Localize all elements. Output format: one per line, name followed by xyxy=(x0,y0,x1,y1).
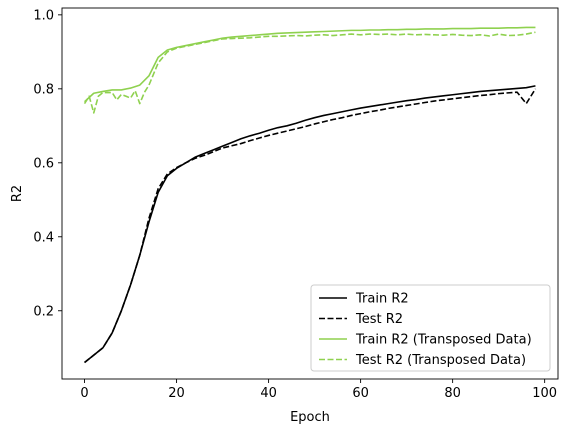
legend-label: Train R2 xyxy=(355,292,409,307)
y-tick-label: 0.4 xyxy=(33,230,54,245)
legend-box xyxy=(310,284,551,372)
x-tick-label: 40 xyxy=(260,386,277,401)
series-line-train-r2 xyxy=(84,85,536,364)
y-tick-label: 1.0 xyxy=(33,8,54,23)
x-tick-label: 20 xyxy=(168,386,185,401)
x-tick-label: 80 xyxy=(444,386,461,401)
legend: Train R2 Test R2 Train R2 (Transposed Data… xyxy=(310,284,551,372)
legend-label: Test R2 (Transposed Data) xyxy=(355,353,526,368)
x-tick-label: 0 xyxy=(80,386,88,401)
x-tick-label: 60 xyxy=(352,386,369,401)
plot-frame xyxy=(61,7,559,380)
y-tick-label: 0.2 xyxy=(33,304,54,319)
series-line-test-r2-transposed-data xyxy=(83,31,536,114)
y-tick-label: 0.8 xyxy=(33,82,54,97)
y-axis-title: R2 xyxy=(10,185,25,202)
y-tick-label: 0.6 xyxy=(33,156,54,171)
series-layer xyxy=(83,26,537,364)
x-tick-label: 100 xyxy=(532,386,557,401)
series-line-test-r2 xyxy=(84,88,537,364)
axes-layer: 0 20 40 60 80 100 0.2 0.4 0.6 0.8 1.0 xyxy=(33,7,559,401)
x-axis-title: Epoch xyxy=(290,410,330,425)
legend-label: Train R2 (Transposed Data) xyxy=(355,333,532,348)
series-line-train-r2-transposed-data xyxy=(84,26,536,103)
legend-label: Test R2 xyxy=(355,312,403,327)
